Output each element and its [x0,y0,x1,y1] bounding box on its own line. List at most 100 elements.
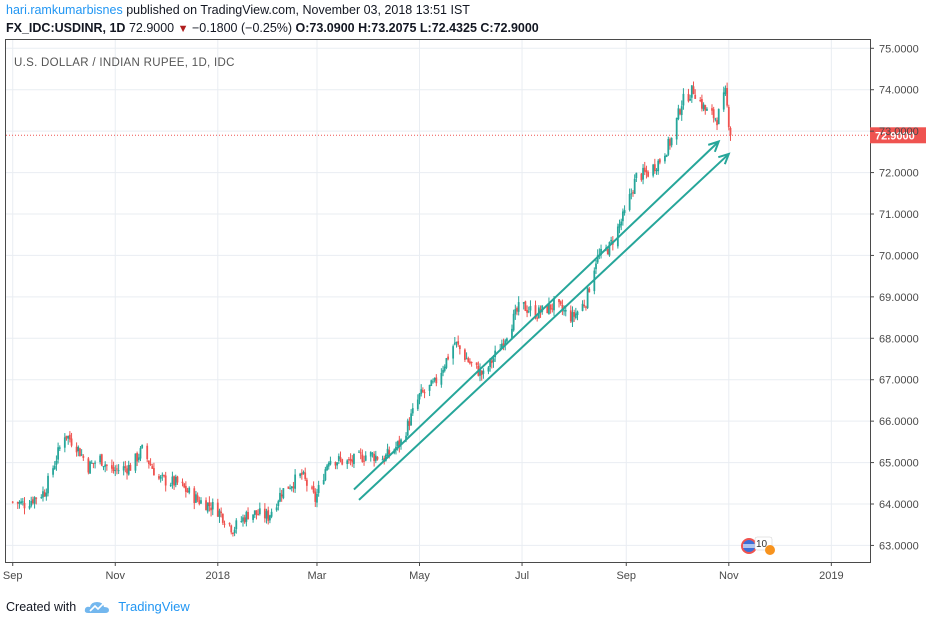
candle-body [80,454,83,456]
candle-body [463,349,466,360]
candle-body [341,459,344,465]
candle-body [279,492,281,502]
candle-body [196,495,199,501]
candle-body [176,476,179,483]
candle-body [30,500,33,506]
trend-arrowhead [707,139,721,153]
candle-body [252,514,254,520]
candle-body [489,358,492,368]
candle-body [492,358,495,363]
price-tick-label: 75.0000 [879,43,919,55]
candle-body [418,393,421,400]
candle-body [421,390,424,392]
candle-body [316,493,318,503]
candle-body [233,529,236,533]
candle-body [114,470,117,472]
symbol-name[interactable]: FX_IDC:USDINR, 1D [6,21,126,35]
candle-body [67,435,70,439]
candle-body [388,450,391,455]
price-axis: 75.0000 74.0000 73.0000 72.0000 71.0000 70.00… [870,43,919,552]
candle-body [398,439,401,447]
candle-body [635,172,638,179]
price-tick-label: 66.0000 [879,416,919,428]
candle-body [564,309,567,312]
candle-body [558,299,560,303]
published-text: published on TradingView.com, November 0… [122,3,470,17]
candle-body [253,510,256,515]
candle-body [287,486,290,489]
candle-body [358,451,360,453]
candle-body [386,448,389,457]
candle-body [511,328,513,339]
candle-body [682,93,685,106]
candle-body [588,288,591,293]
candlestick-series [11,81,732,537]
candle-body [289,488,291,490]
candle-body [94,462,96,464]
candle-body [704,105,707,111]
svg-text:10: 10 [756,539,768,550]
candle-body [664,155,666,162]
candle-body [524,301,527,311]
time-tick-label: Nov [719,570,739,582]
candle-body [465,358,468,360]
candle-body [210,507,212,511]
candle-body [77,446,80,452]
candle-body [173,476,175,486]
chart-frame [5,39,871,563]
candle-body [299,473,302,477]
candle-body [536,317,539,319]
candle-body [16,502,19,504]
time-tick-label: Mar [307,570,326,582]
candle-body [339,457,342,460]
candle-body [243,517,246,523]
candle-body [255,510,258,515]
candle-body [126,468,128,474]
candle-body [469,361,471,364]
candle-body [433,377,436,381]
candle-body [63,437,66,448]
candle-body [706,108,708,111]
candle-body [658,159,661,163]
candle-body [258,508,261,515]
candle-body [701,99,703,109]
candle-body [514,309,517,315]
candle-body [151,466,154,469]
candle-body [169,484,172,486]
candle-body [312,486,315,493]
candle-body [642,167,644,180]
candle-body [457,341,460,345]
candle-body [553,299,555,311]
time-tick-label: Sep [3,570,23,582]
candle-body [240,521,243,523]
candle-body [632,192,634,194]
candle-body [643,167,646,172]
candle-body [453,342,456,345]
tradingview-link[interactable]: TradingView [118,599,190,614]
candle-body [53,465,56,470]
candle-body [689,98,692,101]
candle-body [230,525,233,533]
candle-body [280,494,283,497]
candle-body [40,497,43,499]
author-link[interactable]: hari.ramkumarbisnes [6,3,123,17]
candle-body [31,499,34,504]
candle-body [302,471,305,474]
candle-body [458,345,461,350]
candle-body [117,470,120,472]
candle-body [470,361,473,363]
candle-body [680,106,683,115]
candle-body [447,356,449,360]
candle-body [516,308,518,312]
candle-body [551,308,554,310]
candle-body [561,305,564,311]
candle-body [569,310,572,322]
last-price-line: 72.9000 [6,127,926,144]
candle-body [269,515,271,521]
candle-body [317,485,320,494]
trend-line [358,153,730,501]
candle-body [82,455,85,458]
candle-body [669,139,671,146]
time-tick-label: Sep [616,570,636,582]
